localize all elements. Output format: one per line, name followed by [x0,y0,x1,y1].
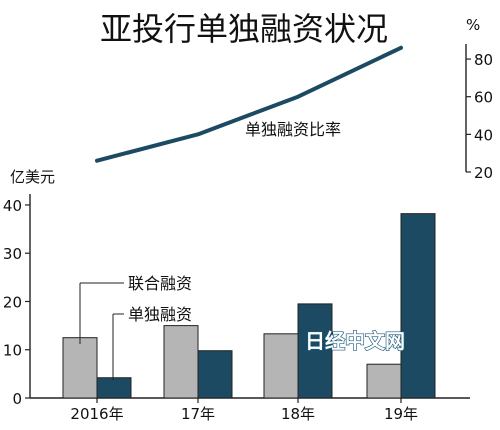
bar-tick-label: 20 [3,293,22,311]
legend-joint-financing: 联合融资 [128,274,192,293]
bar-tick-label: 0 [12,390,22,408]
ratio-tick-label: 60 [474,89,493,107]
bar-joint-2 [263,333,299,399]
bar-solo-3 [400,213,436,399]
category-label: 2016年 [70,405,123,423]
chart-title: 亚投行单独融资状况 [100,10,388,48]
bar-solo-2 [297,303,333,399]
financing-bar-chart: 亿美元 0 10 20 30 40 2016年 17年 18年 19年 联合融资 单独融资 [3,168,470,423]
bar-ticks: 0 10 20 30 40 [3,197,30,408]
bar-tick-label: 40 [3,197,22,215]
ratio-series-label: 单独融资比率 [245,120,341,139]
bar-unit: 亿美元 [10,168,55,186]
category-label: 17年 [181,405,215,423]
ratio-ticks: 20 40 60 80 [466,51,493,182]
category-label: 18年 [281,405,315,423]
ratio-unit: % [466,16,480,34]
ratio-tick-label: 40 [474,126,493,144]
category-label: 19年 [384,405,418,423]
bars [62,213,436,399]
bar-joint-3 [366,363,402,399]
watermark: 日经中文网 [305,329,405,353]
bar-solo-1 [197,350,233,399]
legend-solo-financing: 单独融资 [128,305,192,324]
bar-solo-0 [96,377,132,399]
ratio-tick-label: 20 [474,164,493,182]
bar-joint-1 [163,325,199,399]
ratio-line-chart: % 20 40 60 80 单独融资比率 [95,16,493,182]
series-line-ratio [95,45,403,163]
bar-tick-label: 10 [3,342,22,360]
ratio-tick-label: 80 [474,51,493,69]
bar-joint-0 [62,337,98,399]
category-labels: 2016年 17年 18年 19年 [70,398,418,423]
bar-tick-label: 30 [3,245,22,263]
